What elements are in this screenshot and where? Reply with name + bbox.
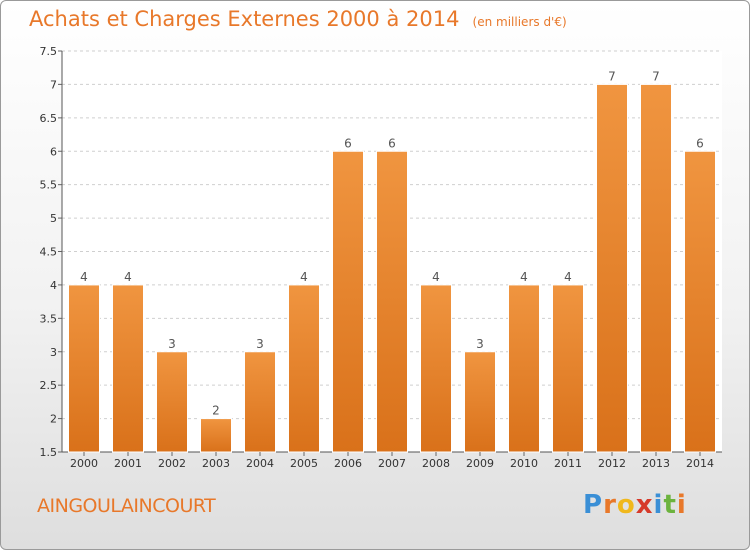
- y-tick-label: 7.5: [40, 45, 58, 58]
- data-label-2012: 7: [608, 69, 616, 83]
- data-label-2007: 6: [388, 136, 396, 150]
- y-tick-label: 4.5: [40, 246, 58, 259]
- data-label-2005: 4: [300, 270, 308, 284]
- x-tick-label-2006: 2006: [334, 457, 362, 470]
- y-tick-label: 1.5: [40, 446, 58, 459]
- data-label-2004: 3: [256, 337, 264, 351]
- y-tick-label: 3.5: [40, 312, 58, 325]
- proxiti-logo: Proxiti: [583, 490, 687, 520]
- data-label-2000: 4: [80, 270, 88, 284]
- chart-title: Achats et Charges Externes 2000 à 2014: [29, 7, 460, 31]
- y-tick-label: 5: [50, 212, 57, 225]
- data-label-2003: 2: [212, 404, 220, 418]
- bar-2006: [332, 150, 364, 453]
- y-tick-label: 7: [50, 78, 57, 91]
- bar-2008: [420, 284, 452, 453]
- data-label-2014: 6: [696, 136, 704, 150]
- logo-letter: i: [653, 490, 664, 520]
- bar-2012: [596, 83, 628, 453]
- data-label-2013: 7: [652, 69, 660, 83]
- title-row: Achats et Charges Externes 2000 à 2014 (…: [29, 7, 567, 31]
- logo-letter: o: [616, 490, 636, 520]
- data-label-2002: 3: [168, 337, 176, 351]
- bar-2003: [200, 418, 232, 453]
- x-tick-label-2004: 2004: [246, 457, 274, 470]
- bar-2004: [244, 351, 276, 453]
- y-tick-label: 5.5: [40, 179, 58, 192]
- x-tick-label-2002: 2002: [158, 457, 186, 470]
- logo-letter: r: [603, 490, 617, 520]
- data-label-2001: 4: [124, 270, 132, 284]
- bar-2001: [112, 284, 144, 453]
- bar-2013: [640, 83, 672, 453]
- data-label-2010: 4: [520, 270, 528, 284]
- y-tick-label: 6.5: [40, 112, 58, 125]
- data-label-2006: 6: [344, 136, 352, 150]
- data-label-2009: 3: [476, 337, 484, 351]
- x-tick-label-2003: 2003: [202, 457, 230, 470]
- commune-name: AINGOULAINCOURT: [37, 495, 216, 517]
- bar-2009: [464, 351, 496, 453]
- bar-2000: [68, 284, 100, 453]
- x-tick-label-2007: 2007: [378, 457, 406, 470]
- chart-subtitle: (en milliers d'€): [472, 15, 567, 29]
- x-tick-label-2008: 2008: [422, 457, 450, 470]
- x-tick-label-2005: 2005: [290, 457, 318, 470]
- bar-2014: [684, 150, 716, 453]
- bar-2002: [156, 351, 188, 453]
- x-tick-label-2013: 2013: [642, 457, 670, 470]
- y-tick-label: 6: [50, 145, 57, 158]
- logo-letter: x: [635, 490, 654, 520]
- data-label-2011: 4: [564, 270, 572, 284]
- bar-2010: [508, 284, 540, 453]
- y-tick-label: 2.5: [40, 379, 58, 392]
- x-tick-label-2012: 2012: [598, 457, 626, 470]
- y-tick-label: 2: [50, 413, 57, 426]
- x-tick-label-2014: 2014: [686, 457, 714, 470]
- x-tick-label-2010: 2010: [510, 457, 538, 470]
- x-tick-label-2000: 2000: [70, 457, 98, 470]
- logo-letter: i: [676, 490, 687, 520]
- y-tick-label: 4: [50, 279, 57, 292]
- x-tick-label-2011: 2011: [554, 457, 582, 470]
- bar-2007: [376, 150, 408, 453]
- logo-letter: t: [663, 490, 677, 520]
- x-tick-label-2009: 2009: [466, 457, 494, 470]
- bar-2005: [288, 284, 320, 453]
- x-tick-label-2001: 2001: [114, 457, 142, 470]
- y-tick-label: 3: [50, 346, 57, 359]
- data-label-2008: 4: [432, 270, 440, 284]
- bar-2011: [552, 284, 584, 453]
- logo-letter: P: [583, 490, 604, 520]
